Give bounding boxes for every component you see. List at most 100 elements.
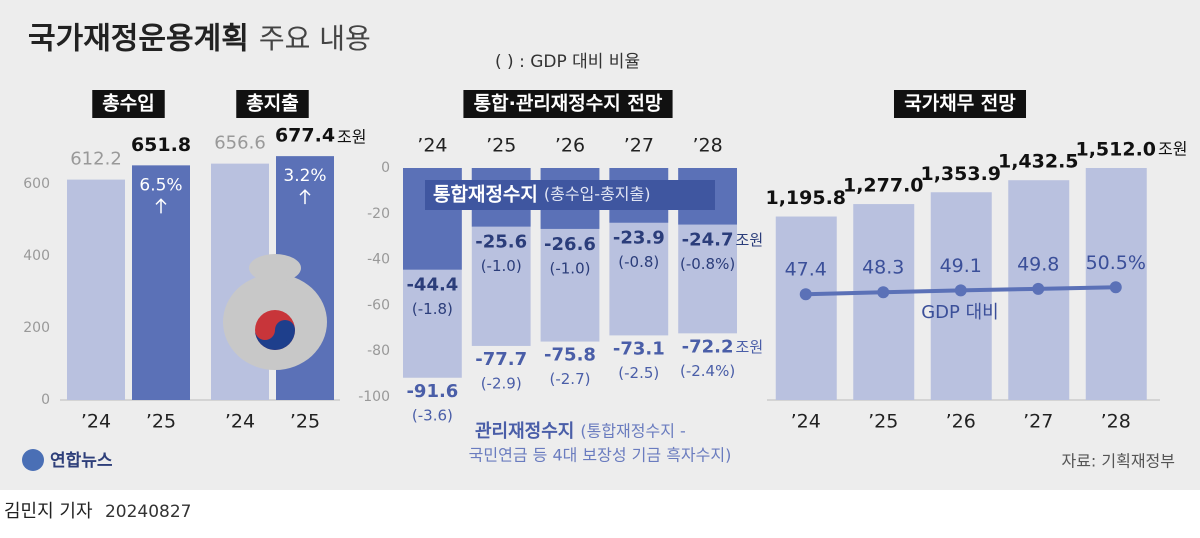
series-sub: (통합재정수지 - <box>580 422 685 441</box>
note: ( ) : GDP 대비 비율 <box>495 52 640 72</box>
y-tick-label: 200 <box>23 320 50 336</box>
bar <box>853 204 915 400</box>
series-sub: 국민연금 등 4대 보장성 기금 흑자수지) <box>469 446 732 465</box>
section-title-box <box>893 90 1027 118</box>
x-tick-label: ’25 <box>290 411 320 433</box>
unit: 조원 <box>1158 140 1187 159</box>
ratio-label: (-2.9) <box>481 374 522 392</box>
line-point <box>954 284 967 297</box>
background <box>0 0 1200 490</box>
section-title: 총수입 <box>102 93 154 115</box>
y-tick-label: -60 <box>367 297 390 313</box>
x-tick-label: ’27 <box>1023 411 1053 433</box>
value-label: -77.7 <box>475 349 527 370</box>
ratio-label: (-1.8) <box>412 300 453 318</box>
y-tick-label: -80 <box>367 343 390 359</box>
ratio-label: (-0.8) <box>618 253 659 271</box>
title-suffix: 주요 내용 <box>259 22 371 55</box>
value-label: -75.8 <box>544 345 596 366</box>
logo: 연합뉴스 <box>50 450 113 471</box>
unit: 조원 <box>736 231 764 249</box>
value-label: 1,353.9 <box>920 163 1001 185</box>
line-point <box>877 286 890 299</box>
line-value-label: 50.5% <box>1086 252 1146 274</box>
value-label: 612.2 <box>70 149 122 170</box>
value-label: -25.6 <box>475 232 527 253</box>
value-label: 1,277.0 <box>843 175 924 197</box>
x-tick-label: ’25 <box>868 411 898 433</box>
value-label: -44.4 <box>406 275 458 296</box>
value-label: -26.6 <box>544 234 596 255</box>
reporter: 김민지 기자 <box>4 501 93 522</box>
line-point <box>799 288 812 301</box>
ratio-label: (-1.0) <box>481 257 522 275</box>
line-value-label: 48.3 <box>862 257 904 279</box>
value-label: 1,512.0 <box>1075 139 1156 161</box>
series-name: 통합재정수지 <box>433 184 538 206</box>
value-label: -73.1 <box>613 338 665 359</box>
ratio-label: (-3.6) <box>412 406 453 424</box>
change-label: 6.5% <box>139 175 182 195</box>
y-tick-label: 400 <box>23 248 50 264</box>
bag-icon <box>249 254 301 282</box>
line-name: GDP 대비 <box>921 302 999 323</box>
value-label: 656.6 <box>214 133 266 154</box>
up-arrow <box>299 189 311 205</box>
x-tick-label: ’26 <box>555 135 585 157</box>
x-tick-label: ’24 <box>81 411 111 433</box>
unit: 조원 <box>736 338 764 356</box>
date: 20240827 <box>105 502 192 522</box>
line-value-label: 49.8 <box>1017 253 1059 275</box>
ratio-label: (-2.5) <box>618 364 659 382</box>
section-title-box <box>92 90 165 118</box>
value-label: -23.9 <box>613 228 665 249</box>
x-tick-label: ’26 <box>946 411 976 433</box>
x-tick-label: ’24 <box>225 411 255 433</box>
change-label: 3.2% <box>283 166 326 186</box>
logo-icon <box>22 449 44 471</box>
series-sub: (총수입-총지출) <box>544 185 651 204</box>
line-point <box>1032 282 1045 295</box>
title: 국가재정운용계획 <box>28 22 249 57</box>
x-tick-label: ’24 <box>417 135 447 157</box>
y-tick-label: -40 <box>367 252 390 268</box>
x-tick-label: ’25 <box>486 135 516 157</box>
ratio-label: (-2.7) <box>550 370 591 388</box>
line-value-label: 47.4 <box>785 259 827 281</box>
line-point <box>1109 281 1122 294</box>
unit: 조원 <box>337 128 366 147</box>
x-tick-label: ’24 <box>791 411 821 433</box>
ratio-label: (-0.8%) <box>680 255 735 273</box>
up-arrow <box>155 198 167 214</box>
section-title: 국가채무 전망 <box>904 93 1016 115</box>
x-tick-label: ’28 <box>1101 411 1131 433</box>
bar <box>67 179 125 400</box>
y-tick-label: -20 <box>367 206 390 222</box>
y-tick-label: 600 <box>23 176 50 192</box>
ratio-label: (-1.0) <box>550 259 591 277</box>
x-tick-label: ’28 <box>692 135 722 157</box>
series-name: 관리재정수지 <box>475 421 574 442</box>
value-label: 651.8 <box>131 134 191 156</box>
ratio-label: (-2.4%) <box>680 362 735 380</box>
y-tick-label: -100 <box>358 389 390 405</box>
value-label: 1,195.8 <box>765 187 846 209</box>
value-label: -91.6 <box>406 381 458 402</box>
section-title-box <box>236 90 309 118</box>
y-tick-label: 0 <box>381 160 390 176</box>
source: 자료: 기획재정부 <box>1061 452 1175 471</box>
section-title: 총지출 <box>246 93 298 115</box>
value-label: -72.2 <box>682 336 734 357</box>
x-tick-label: ’25 <box>146 411 176 433</box>
bag-emblem <box>255 320 295 350</box>
value-label: 677.4 <box>275 125 335 147</box>
y-tick-label: 0 <box>41 392 50 408</box>
value-label: -24.7 <box>682 230 734 251</box>
section-title-box <box>463 90 673 118</box>
value-label: 1,432.5 <box>998 151 1079 173</box>
line-value-label: 49.1 <box>940 255 982 277</box>
bar <box>775 216 837 400</box>
section-title: 통합·관리재정수지 전망 <box>474 93 663 115</box>
series-name-box <box>425 180 715 210</box>
